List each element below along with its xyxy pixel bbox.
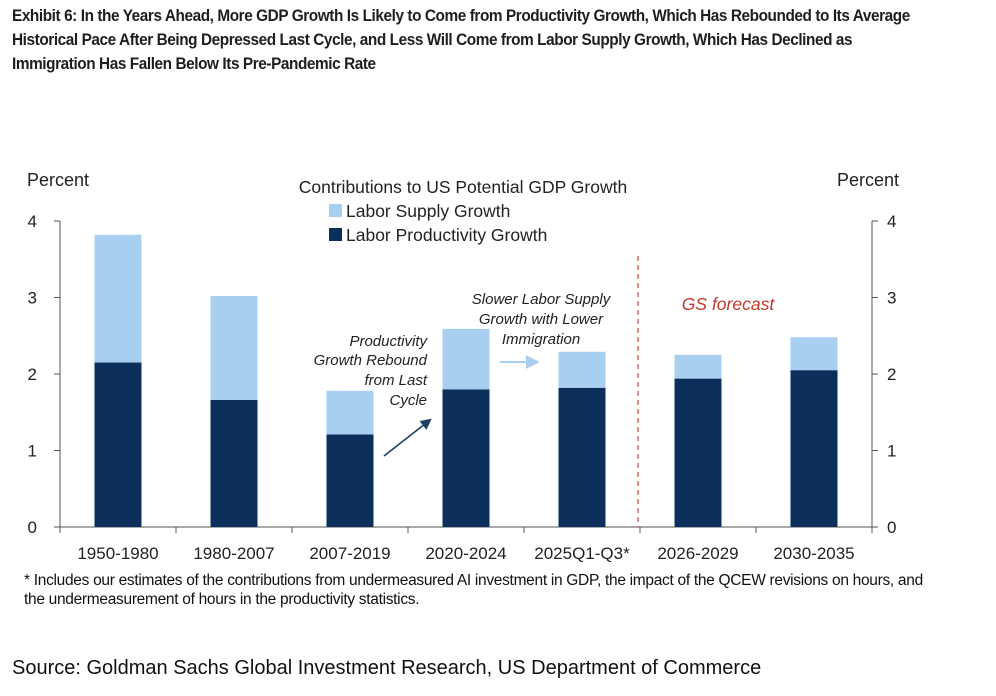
- chart: 0 0 1 1 2 2 3 3 4 4 1950-1980 1980-2007 2007-2019 202…: [27, 170, 899, 563]
- annotation-labor-line: Slower Labor Supply: [472, 291, 612, 308]
- annotation-productivity-line: from Last: [364, 372, 427, 389]
- annotation-productivity-line: Growth Rebound: [314, 352, 428, 369]
- annotation-labor-line: Immigration: [502, 331, 580, 348]
- bar-labor-supply: [94, 234, 142, 363]
- bar-labor-supply: [210, 295, 258, 401]
- y-tick-label-left: 0: [28, 518, 37, 537]
- bar-labor-productivity: [94, 362, 142, 527]
- bar-labor-supply: [442, 328, 490, 390]
- annotation-productivity-line: Cycle: [389, 392, 427, 409]
- arrow-productivity: [383, 418, 432, 457]
- bar-labor-supply: [790, 337, 838, 371]
- bar-labor-productivity: [442, 389, 490, 527]
- footnote: * Includes our estimates of the contribu…: [24, 572, 923, 608]
- y-tick-label-left: 4: [28, 212, 37, 231]
- legend-label: Labor Productivity Growth: [346, 225, 547, 245]
- y-tick-label-right: 4: [887, 212, 896, 231]
- legend-swatch: [329, 204, 342, 217]
- bar-labor-supply: [326, 390, 374, 435]
- chart-plot: 0 0 1 1 2 2 3 3 4 4 1950-1980 1980-2007 2007-2019 202…: [27, 170, 899, 563]
- y-tick-label-left: 1: [28, 442, 37, 461]
- legend-swatch: [329, 228, 342, 241]
- bar-labor-supply: [674, 354, 722, 379]
- y-tick-label-right: 1: [887, 442, 896, 461]
- y-tick-label-right: 2: [887, 365, 896, 384]
- annotation-labor-line: Growth with Lower: [479, 311, 604, 328]
- bar-labor-supply: [558, 351, 606, 388]
- bar-labor-productivity: [558, 387, 606, 527]
- bar-labor-productivity: [326, 434, 374, 527]
- x-tick-label: 2025Q1-Q3*: [534, 544, 630, 563]
- annotation-gs-forecast: GS forecast: [682, 294, 776, 314]
- bar-labor-productivity: [210, 400, 258, 527]
- bar-labor-productivity: [674, 378, 722, 527]
- x-tick-label: 1980-2007: [193, 544, 274, 563]
- y-tick-label-right: 0: [887, 518, 896, 537]
- annotation-productivity-line: Productivity: [349, 333, 428, 350]
- x-tick-label: 2026-2029: [657, 544, 738, 563]
- y-axis-title-right: Percent: [837, 170, 899, 190]
- y-axis-title-left: Percent: [27, 170, 89, 190]
- x-tick-label: 2020-2024: [425, 544, 506, 563]
- source-note: Source: Goldman Sachs Global Investment …: [12, 657, 762, 679]
- chart-title: Contributions to US Potential GDP Growth: [299, 177, 627, 197]
- exhibit-title: Exhibit 6: In the Years Ahead, More GDP …: [12, 7, 910, 73]
- x-tick-label: 2007-2019: [309, 544, 390, 563]
- bar-labor-productivity: [790, 370, 838, 527]
- legend-label: Labor Supply Growth: [346, 201, 510, 221]
- y-tick-label-right: 3: [887, 289, 896, 308]
- y-tick-label-left: 3: [28, 289, 37, 308]
- y-tick-label-left: 2: [28, 365, 37, 384]
- x-tick-label: 1950-1980: [77, 544, 158, 563]
- x-tick-label: 2030-2035: [773, 544, 854, 563]
